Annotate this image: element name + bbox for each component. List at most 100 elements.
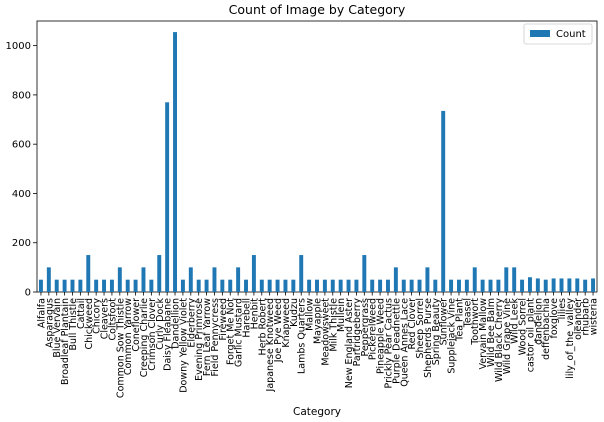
x-tick-label: Herb Robert [257, 298, 268, 356]
x-tick-label: wisteria [589, 298, 600, 335]
x-tick-label: Blue Vervain [52, 298, 63, 358]
y-tick-label: 1000 [6, 41, 31, 52]
legend-label: Count [556, 29, 586, 40]
bar [196, 279, 201, 292]
bar [417, 279, 422, 292]
legend-box [523, 23, 593, 45]
x-tick-label: Coneflower [131, 298, 142, 352]
bar [180, 279, 185, 292]
bar [354, 279, 359, 292]
bar [62, 279, 67, 292]
y-tick-label: 800 [12, 90, 31, 101]
bar [378, 279, 383, 292]
bar [559, 278, 564, 292]
bar [275, 279, 280, 292]
x-tick-label: New England Aster [344, 298, 355, 388]
bar [46, 267, 51, 292]
bar [425, 267, 430, 292]
bar [441, 110, 446, 292]
x-tick-label: Wild Grape Vine [502, 298, 513, 374]
x-tick-label: Pineapple Weed [376, 298, 387, 374]
x-tick-label: Henbit [249, 298, 260, 330]
bar [212, 267, 217, 292]
x-tick-label: Cleavers [100, 298, 111, 339]
bar [591, 278, 596, 292]
bar [322, 279, 327, 292]
x-tick-label: Fern Leaf Yarrow [202, 298, 213, 376]
y-tick-label: 0 [25, 288, 31, 299]
bar [543, 279, 548, 292]
y-tick-label: 400 [12, 189, 31, 200]
bar [496, 279, 501, 292]
x-tick-label: dandelion [533, 298, 544, 345]
bar [520, 279, 525, 292]
x-axis-label: Category [293, 406, 341, 418]
bar [165, 102, 170, 292]
x-tick-label: oleander [573, 298, 584, 340]
bar [338, 279, 343, 292]
x-tick-label: Sheep Sorrel [415, 298, 426, 359]
x-tick-label: Common Sow Thistle [115, 298, 126, 398]
x-tick-label: Broadleaf Plantain [60, 298, 71, 385]
x-tick-label: Meadowsweet [320, 298, 331, 366]
bar [472, 267, 477, 292]
x-tick-label: Crimson Clover [147, 298, 158, 371]
bar [133, 279, 138, 292]
bar [149, 279, 154, 292]
bar [330, 279, 335, 292]
x-tick-label: Teasel [462, 298, 473, 328]
bar [291, 279, 296, 292]
x-tick-label: Mullein [336, 298, 347, 332]
x-tick-label: Vervain Mallow [478, 298, 489, 370]
x-tick-label: Daisy Fleabane [163, 298, 174, 371]
bar [409, 279, 414, 292]
bar [504, 267, 509, 292]
bar [236, 267, 241, 292]
bar [228, 279, 233, 292]
bars [38, 32, 596, 293]
x-tick-label: Partridgeberry [352, 298, 363, 367]
bar [54, 279, 59, 292]
bar [512, 267, 517, 292]
x-tick-label: Wood Sorrel [518, 298, 529, 355]
bar [117, 267, 122, 292]
y-tick-label: 200 [12, 238, 31, 249]
bar [244, 279, 248, 292]
x-tick-label: Wild Black Cherry [494, 298, 505, 382]
x-tick-label: Queen Annes Lace [399, 298, 410, 387]
bar [575, 278, 580, 292]
x-tick-label: Elderberry [186, 298, 197, 348]
x-tick-label: Coltsfoot [107, 298, 118, 341]
bar [173, 32, 177, 293]
x-tick-label: Toothwort [470, 298, 481, 346]
bar [38, 279, 43, 292]
x-tick-label: Chicory [92, 298, 103, 334]
bar [267, 279, 272, 292]
x-tick-label: Peppergrass [360, 298, 371, 357]
bar [188, 267, 193, 292]
x-tick-label: Prickly Pear Cactus [383, 298, 394, 389]
bar [125, 279, 130, 292]
plot-frame [36, 20, 598, 293]
x-tick-label: Wild Bee Balm [486, 298, 497, 367]
x-tick-label: lilies [557, 298, 568, 319]
y-tick-label: 600 [12, 140, 31, 151]
bar [259, 279, 264, 292]
x-tick-label: Curly Dock [155, 298, 166, 350]
x-tick-label: Bull Thistle [68, 298, 79, 351]
bar [535, 278, 540, 292]
bar [449, 279, 454, 292]
x-tick-label: Mallow [305, 298, 316, 331]
bar [70, 279, 75, 292]
x-tick-label: Chickweed [84, 298, 95, 350]
x-tick-label: castor_oil_plant [525, 298, 536, 373]
bar [527, 277, 532, 292]
bar [567, 278, 572, 292]
bar [457, 279, 461, 292]
x-tick-label: Kudzu [289, 298, 300, 327]
x-tick-label: foxglove [549, 298, 560, 339]
y-axis: 0 200 400 600 800 1000 [6, 41, 37, 299]
x-tick-label: Wild Leek [510, 298, 521, 344]
x-tick-label: Purple Deadnettle [391, 298, 402, 384]
